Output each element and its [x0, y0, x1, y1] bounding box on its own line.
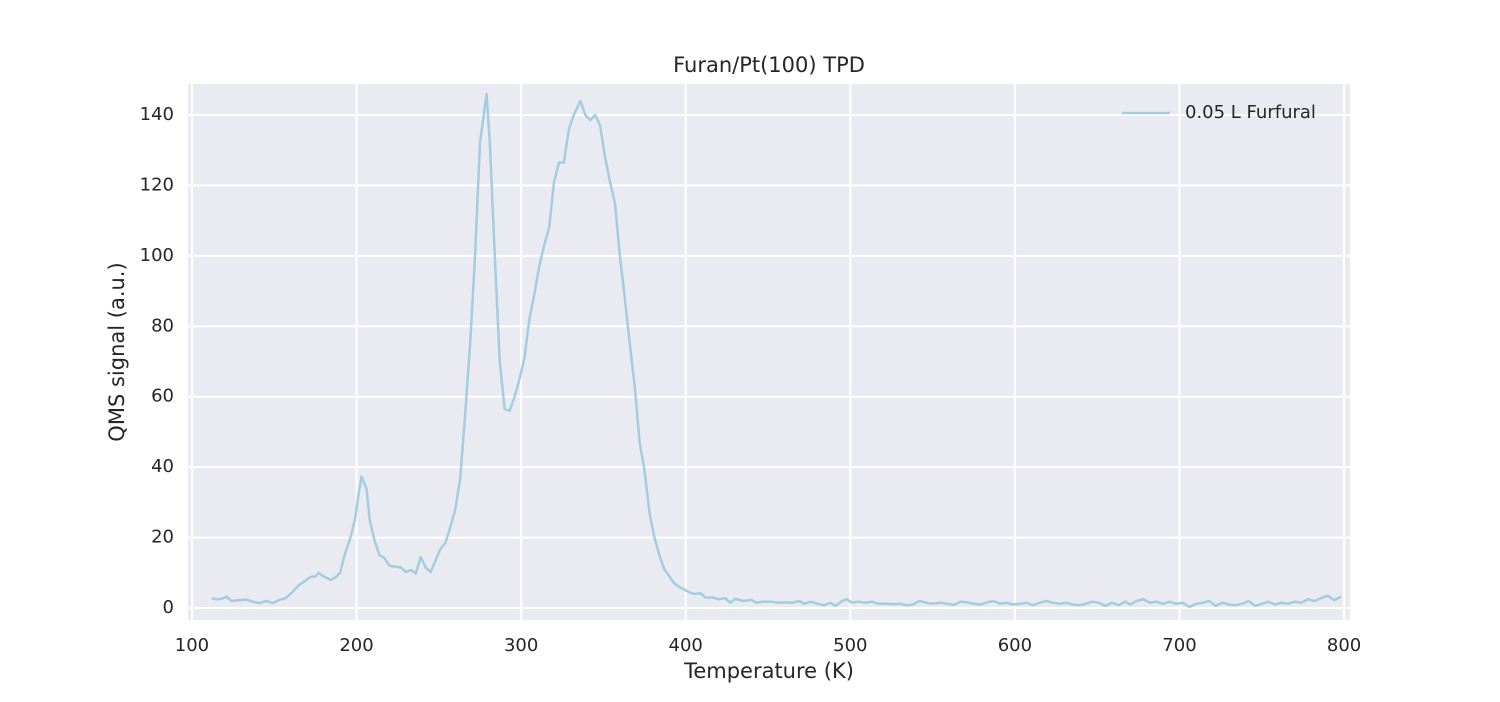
- y-tick-label: 100: [140, 245, 174, 266]
- y-axis-label: QMS signal (a.u.): [105, 262, 129, 441]
- y-tick-label: 120: [140, 174, 174, 195]
- y-tick-label: 80: [151, 315, 174, 336]
- y-tick-label: 60: [151, 386, 174, 407]
- x-tick-label: 800: [1327, 635, 1361, 656]
- x-tick-label: 100: [175, 635, 209, 656]
- x-tick-label: 300: [504, 635, 538, 656]
- x-tick-label: 200: [339, 635, 373, 656]
- y-tick-label: 20: [151, 527, 174, 548]
- y-tick-label: 140: [140, 104, 174, 125]
- y-tick-label: 0: [163, 597, 174, 618]
- plot-area: [188, 84, 1350, 620]
- x-tick-label: 600: [998, 635, 1032, 656]
- legend-label: 0.05 L Furfural: [1185, 102, 1316, 123]
- x-tick-label: 700: [1162, 635, 1196, 656]
- chart-title: Furan/Pt(100) TPD: [673, 53, 865, 77]
- data-line: [211, 92, 1342, 609]
- x-axis-label: Temperature (K): [683, 659, 854, 683]
- x-tick-label: 500: [833, 635, 867, 656]
- x-tick-label: 400: [669, 635, 703, 656]
- y-tick-label: 40: [151, 456, 174, 477]
